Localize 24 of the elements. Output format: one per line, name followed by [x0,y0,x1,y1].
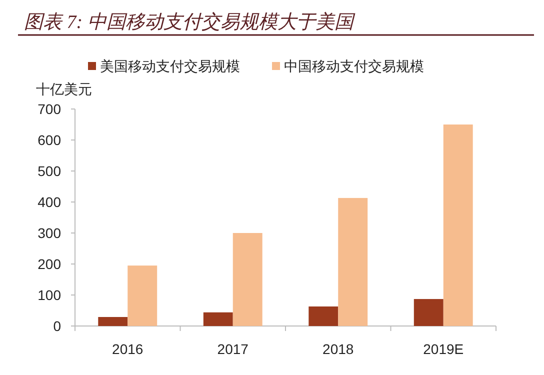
bar [308,306,338,326]
y-tick-label: 300 [38,225,62,241]
y-tick-label: 600 [38,132,62,148]
y-tick-label: 700 [38,101,62,117]
y-tick-label: 0 [53,318,62,334]
bar [203,312,233,326]
x-tick-label: 2019E [423,341,464,357]
bar [128,266,158,326]
legend-label: 中国移动支付交易规模 [284,58,424,74]
bar [443,124,473,326]
bar [98,317,128,326]
bar [414,299,444,326]
legend-label: 美国移动支付交易规模 [100,58,240,74]
x-tick-label: 2017 [217,341,249,357]
y-tick-label: 400 [38,194,62,210]
chart-title: 图表 7: 中国移动支付交易规模大于美国 [24,11,356,33]
bar [338,198,368,326]
y-tick-label: 100 [38,287,62,303]
y-axis-title: 十亿美元 [36,81,92,97]
y-tick-label: 200 [38,256,62,272]
y-tick-label: 500 [38,163,62,179]
x-tick-label: 2016 [112,341,144,357]
bar [232,233,262,326]
x-tick-label: 2018 [322,341,354,357]
